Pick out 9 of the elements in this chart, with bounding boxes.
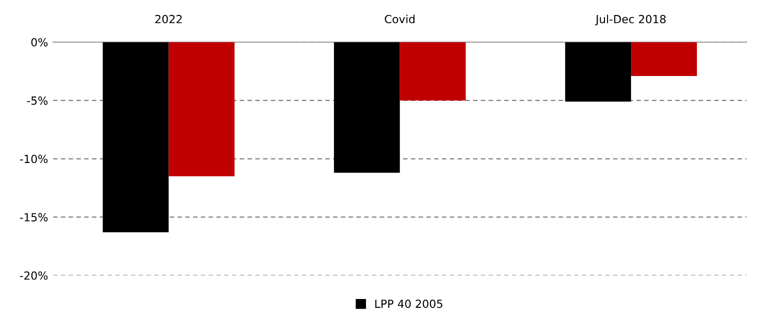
legend-label: LPP 40 2005	[375, 300, 442, 308]
y-tick-label: -20%	[20, 271, 48, 280]
y-tick-label: -5%	[27, 96, 48, 105]
x-tick-label: Covid	[384, 14, 414, 24]
y-tick-label: -10%	[20, 154, 48, 164]
y-tick-label: 0%	[31, 38, 48, 46]
x-tick-label: Jul-Dec 2018	[595, 14, 666, 26]
y-tick-label: -15%	[20, 213, 48, 222]
x-tick-label: 2022	[155, 14, 182, 24]
